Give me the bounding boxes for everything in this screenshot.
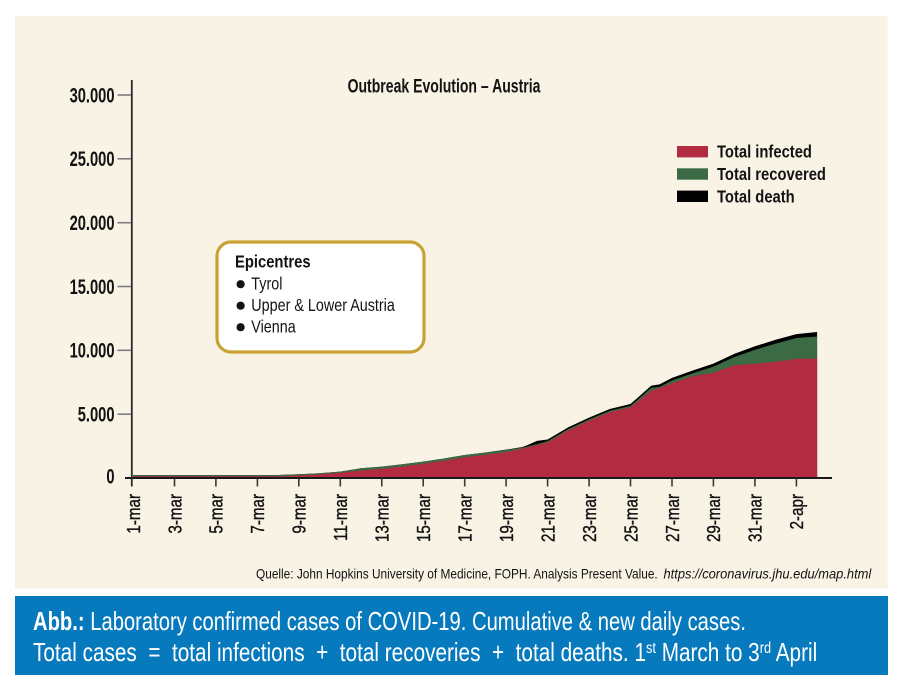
svg-text:25.000: 25.000 — [70, 148, 115, 171]
svg-text:27-mar: 27-mar — [662, 494, 683, 542]
svg-text:Total recovered: Total recovered — [717, 165, 826, 184]
svg-text:Epicentres: Epicentres — [235, 252, 311, 271]
svg-text:13-mar: 13-mar — [372, 494, 393, 542]
svg-text:https://coronavirus.jhu.edu/ma: https://coronavirus.jhu.edu/map.html — [664, 566, 873, 581]
svg-text:Quelle: John Hopkins Universit: Quelle: John Hopkins University of Medic… — [256, 567, 658, 582]
svg-text:Total infected: Total infected — [717, 143, 812, 162]
svg-text:29-mar: 29-mar — [704, 494, 725, 542]
svg-text:31-mar: 31-mar — [745, 494, 766, 542]
svg-text:25-mar: 25-mar — [621, 494, 642, 542]
svg-text:9-mar: 9-mar — [289, 494, 310, 534]
svg-text:5-mar: 5-mar — [206, 494, 227, 534]
svg-text:3-mar: 3-mar — [165, 494, 186, 534]
svg-text:21-mar: 21-mar — [538, 494, 559, 542]
svg-text:1-mar: 1-mar — [123, 494, 144, 534]
svg-text:10.000: 10.000 — [70, 339, 115, 362]
svg-text:11-mar: 11-mar — [331, 494, 352, 541]
svg-text:15.000: 15.000 — [70, 275, 115, 298]
svg-text:19-mar: 19-mar — [496, 494, 517, 542]
svg-text:Tyrol: Tyrol — [251, 275, 282, 294]
svg-text:Upper & Lower Austria: Upper & Lower Austria — [251, 297, 395, 316]
svg-text:7-mar: 7-mar — [248, 494, 269, 534]
svg-text:5.000: 5.000 — [78, 403, 115, 426]
svg-text:17-mar: 17-mar — [455, 494, 476, 542]
svg-text:Vienna: Vienna — [251, 318, 296, 337]
svg-text:Outbreak Evolution – Austria: Outbreak Evolution – Austria — [348, 75, 541, 97]
svg-text:Total death: Total death — [717, 187, 795, 206]
svg-text:0: 0 — [106, 465, 114, 488]
svg-text:30.000: 30.000 — [70, 84, 115, 107]
svg-text:23-mar: 23-mar — [579, 494, 600, 542]
svg-text:20.000: 20.000 — [70, 211, 115, 234]
svg-text:2-apr: 2-apr — [787, 494, 808, 530]
svg-text:15-mar: 15-mar — [414, 494, 435, 542]
